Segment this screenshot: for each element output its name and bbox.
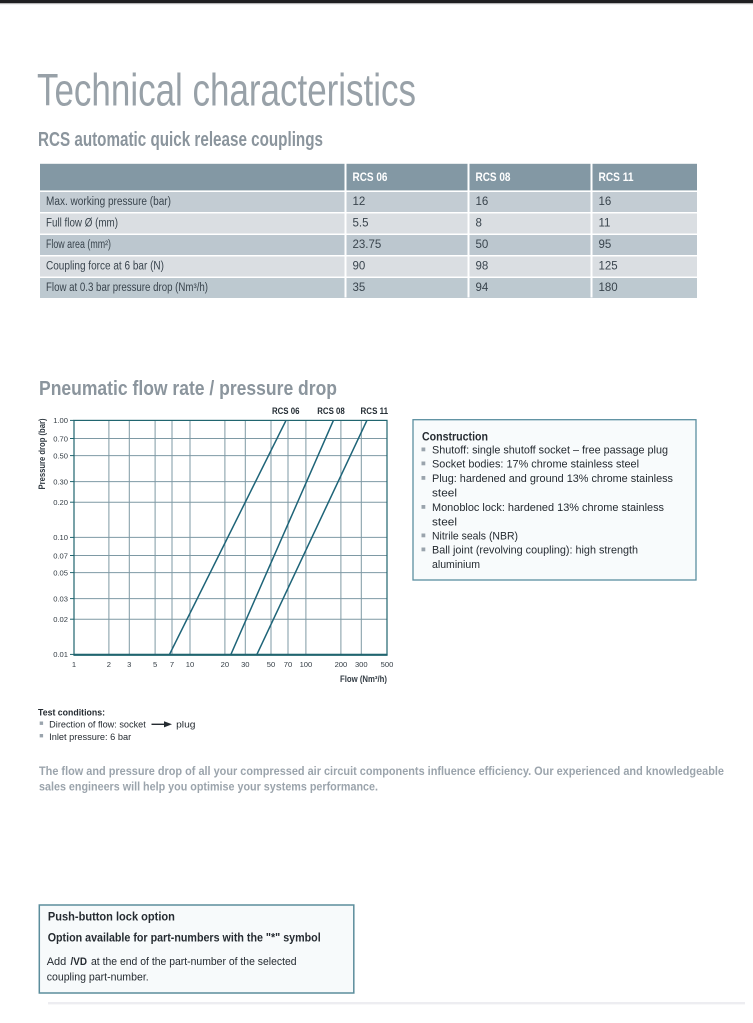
svg-text:7: 7 bbox=[170, 660, 174, 669]
svg-text:70: 70 bbox=[284, 660, 292, 669]
svg-text:0.10: 0.10 bbox=[53, 533, 68, 542]
svg-text:10: 10 bbox=[186, 660, 194, 669]
svg-text:2: 2 bbox=[107, 660, 111, 669]
svg-text:20: 20 bbox=[221, 660, 229, 669]
svg-text:steel: steel bbox=[432, 517, 457, 529]
svg-text:98: 98 bbox=[476, 261, 489, 273]
svg-text:RCS 08: RCS 08 bbox=[476, 172, 512, 184]
svg-text:RCS 11: RCS 11 bbox=[599, 172, 635, 184]
svg-text:Flow area (mm²): Flow area (mm²) bbox=[46, 239, 111, 251]
svg-text:90: 90 bbox=[353, 261, 366, 273]
svg-text:23.75: 23.75 bbox=[353, 239, 382, 251]
svg-text:300: 300 bbox=[355, 660, 368, 669]
svg-text:94: 94 bbox=[476, 282, 489, 294]
svg-text:50: 50 bbox=[476, 239, 489, 251]
svg-text:Direction of flow: socket: Direction of flow: socket bbox=[49, 720, 146, 730]
svg-text:Full flow Ø (mm): Full flow Ø (mm) bbox=[46, 218, 118, 230]
svg-text:The flow and pressure drop of: The flow and pressure drop of all your c… bbox=[39, 764, 724, 778]
svg-text:16: 16 bbox=[476, 196, 489, 208]
svg-text:0.20: 0.20 bbox=[53, 498, 68, 507]
svg-text:Pressure drop (bar): Pressure drop (bar) bbox=[37, 419, 47, 490]
svg-text:11: 11 bbox=[599, 218, 611, 230]
svg-text:aluminium: aluminium bbox=[432, 559, 480, 571]
svg-text:at the end of the part-number: at the end of the part-number of the sel… bbox=[91, 956, 297, 968]
svg-text:Max. working pressure (bar): Max. working pressure (bar) bbox=[46, 196, 171, 208]
svg-text:0.03: 0.03 bbox=[53, 594, 68, 603]
svg-text:Monobloc lock: hardened 13% ch: Monobloc lock: hardened 13% chrome stain… bbox=[432, 502, 664, 514]
svg-text:Ball joint (revolving coupling: Ball joint (revolving coupling): high st… bbox=[432, 545, 638, 557]
svg-text:Flow (Nm³/h): Flow (Nm³/h) bbox=[340, 674, 387, 684]
svg-text:RCS 06: RCS 06 bbox=[272, 406, 300, 417]
svg-text:0.05: 0.05 bbox=[53, 568, 68, 577]
svg-text:plug: plug bbox=[176, 720, 195, 730]
svg-text:Add: Add bbox=[47, 956, 67, 968]
svg-text:Nitrile seals (NBR): Nitrile seals (NBR) bbox=[432, 531, 518, 543]
svg-text:RCS 11: RCS 11 bbox=[361, 406, 389, 417]
svg-text:5.5: 5.5 bbox=[353, 218, 369, 230]
svg-text:100: 100 bbox=[300, 660, 313, 669]
svg-text:steel: steel bbox=[432, 488, 457, 500]
svg-text:Technical characteristics: Technical characteristics bbox=[37, 64, 416, 115]
svg-text:sales engineers will help you: sales engineers will help you optimise y… bbox=[39, 779, 378, 793]
svg-text:0.50: 0.50 bbox=[53, 451, 68, 460]
svg-text:35: 35 bbox=[353, 282, 366, 294]
svg-text:Construction: Construction bbox=[422, 432, 488, 444]
svg-text:3: 3 bbox=[127, 660, 131, 669]
svg-text:coupling part-number.: coupling part-number. bbox=[47, 972, 149, 984]
svg-text:0.70: 0.70 bbox=[53, 434, 68, 443]
svg-text:Inlet pressure: 6 bar: Inlet pressure: 6 bar bbox=[49, 732, 131, 742]
svg-text:5: 5 bbox=[153, 660, 157, 669]
svg-text:0.30: 0.30 bbox=[53, 477, 68, 486]
svg-text:Coupling force at 6 bar (N): Coupling force at 6 bar (N) bbox=[46, 261, 164, 273]
svg-text:RCS 08: RCS 08 bbox=[317, 406, 345, 417]
svg-text:Socket bodies: 17% chrome stai: Socket bodies: 17% chrome stainless stee… bbox=[432, 459, 639, 471]
svg-text:Test conditions:: Test conditions: bbox=[38, 707, 105, 718]
svg-text:180: 180 bbox=[599, 282, 618, 294]
svg-text:8: 8 bbox=[476, 218, 482, 230]
svg-text:125: 125 bbox=[599, 261, 618, 273]
svg-text:1.00: 1.00 bbox=[53, 416, 68, 425]
svg-text:0.02: 0.02 bbox=[53, 615, 68, 624]
svg-text:Option available for part-numb: Option available for part-numbers with t… bbox=[48, 933, 321, 945]
svg-text:1: 1 bbox=[72, 660, 76, 669]
svg-text:16: 16 bbox=[599, 196, 612, 208]
svg-text:500: 500 bbox=[381, 660, 394, 669]
svg-text:0.07: 0.07 bbox=[53, 551, 68, 560]
svg-text:95: 95 bbox=[599, 239, 612, 251]
svg-text:50: 50 bbox=[267, 660, 275, 669]
svg-text:/VD: /VD bbox=[71, 956, 88, 968]
svg-text:RCS 06: RCS 06 bbox=[353, 172, 388, 184]
svg-text:Pneumatic flow rate / pressure: Pneumatic flow rate / pressure drop bbox=[39, 378, 337, 400]
svg-text:200: 200 bbox=[335, 660, 348, 669]
svg-text:Push-button lock option: Push-button lock option bbox=[48, 912, 175, 924]
svg-text:12: 12 bbox=[353, 196, 366, 208]
svg-text:0.01: 0.01 bbox=[53, 650, 68, 659]
svg-text:Flow at 0.3 bar pressure drop: Flow at 0.3 bar pressure drop (Nm³/h) bbox=[46, 282, 208, 294]
svg-text:Plug: hardened and ground 13%: Plug: hardened and ground 13% chrome sta… bbox=[432, 473, 673, 485]
svg-text:30: 30 bbox=[241, 660, 249, 669]
svg-text:Shutoff: single shutoff socket: Shutoff: single shutoff socket – free pa… bbox=[432, 445, 668, 457]
svg-text:RCS automatic quick release co: RCS automatic quick release couplings bbox=[38, 129, 323, 151]
